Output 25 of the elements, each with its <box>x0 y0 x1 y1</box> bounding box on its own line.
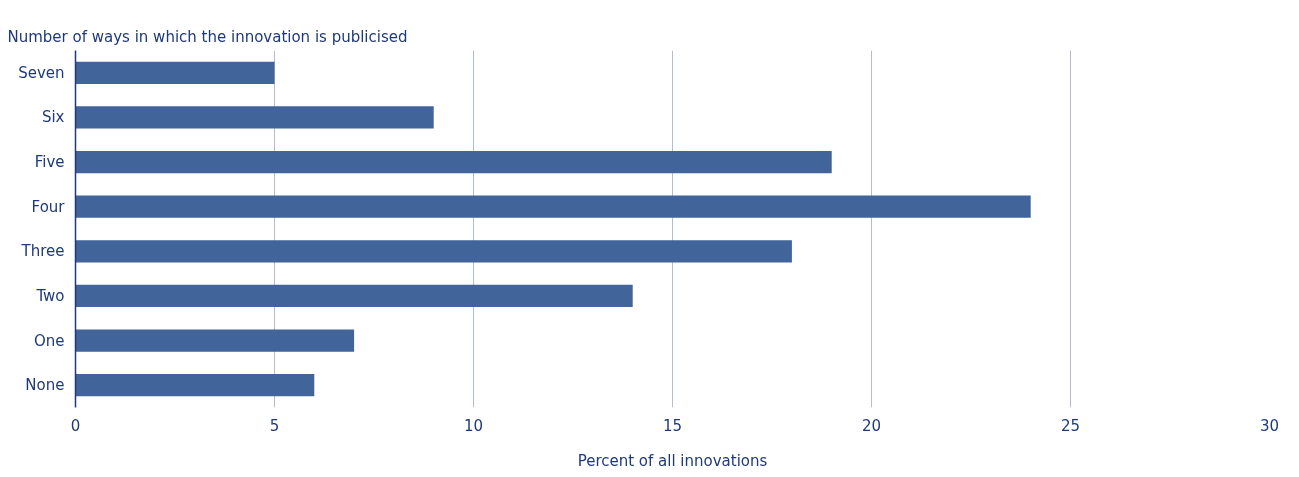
x-tick-label: 20 <box>861 416 882 435</box>
bar <box>75 195 1031 218</box>
y-tick-label: Five <box>34 153 65 172</box>
bar <box>75 150 832 174</box>
bar <box>75 240 792 263</box>
y-tick-label: Three <box>20 242 65 261</box>
y-tick-label: Four <box>31 197 66 216</box>
x-axis-title: Percent of all innovations <box>577 451 768 470</box>
x-tick-label: 0 <box>70 416 81 435</box>
y-tick-label: One <box>33 331 65 350</box>
bar <box>75 329 355 352</box>
y-tick-label: Seven <box>18 63 65 82</box>
x-tick-label: 25 <box>1060 416 1081 435</box>
x-tick-label: 15 <box>662 416 683 435</box>
x-tick-label: 5 <box>269 416 280 435</box>
y-tick-label: None <box>25 376 65 395</box>
y-tick-label: Six <box>41 108 65 127</box>
chart-title: Number of ways in which the innovation is publicised <box>7 27 408 46</box>
bar <box>75 106 434 129</box>
y-tick-label: Two <box>35 286 65 305</box>
x-tick-label: 10 <box>463 416 484 435</box>
bar <box>75 374 315 397</box>
bar <box>75 284 633 308</box>
x-tick-label: 30 <box>1259 416 1280 435</box>
bar <box>75 61 275 84</box>
